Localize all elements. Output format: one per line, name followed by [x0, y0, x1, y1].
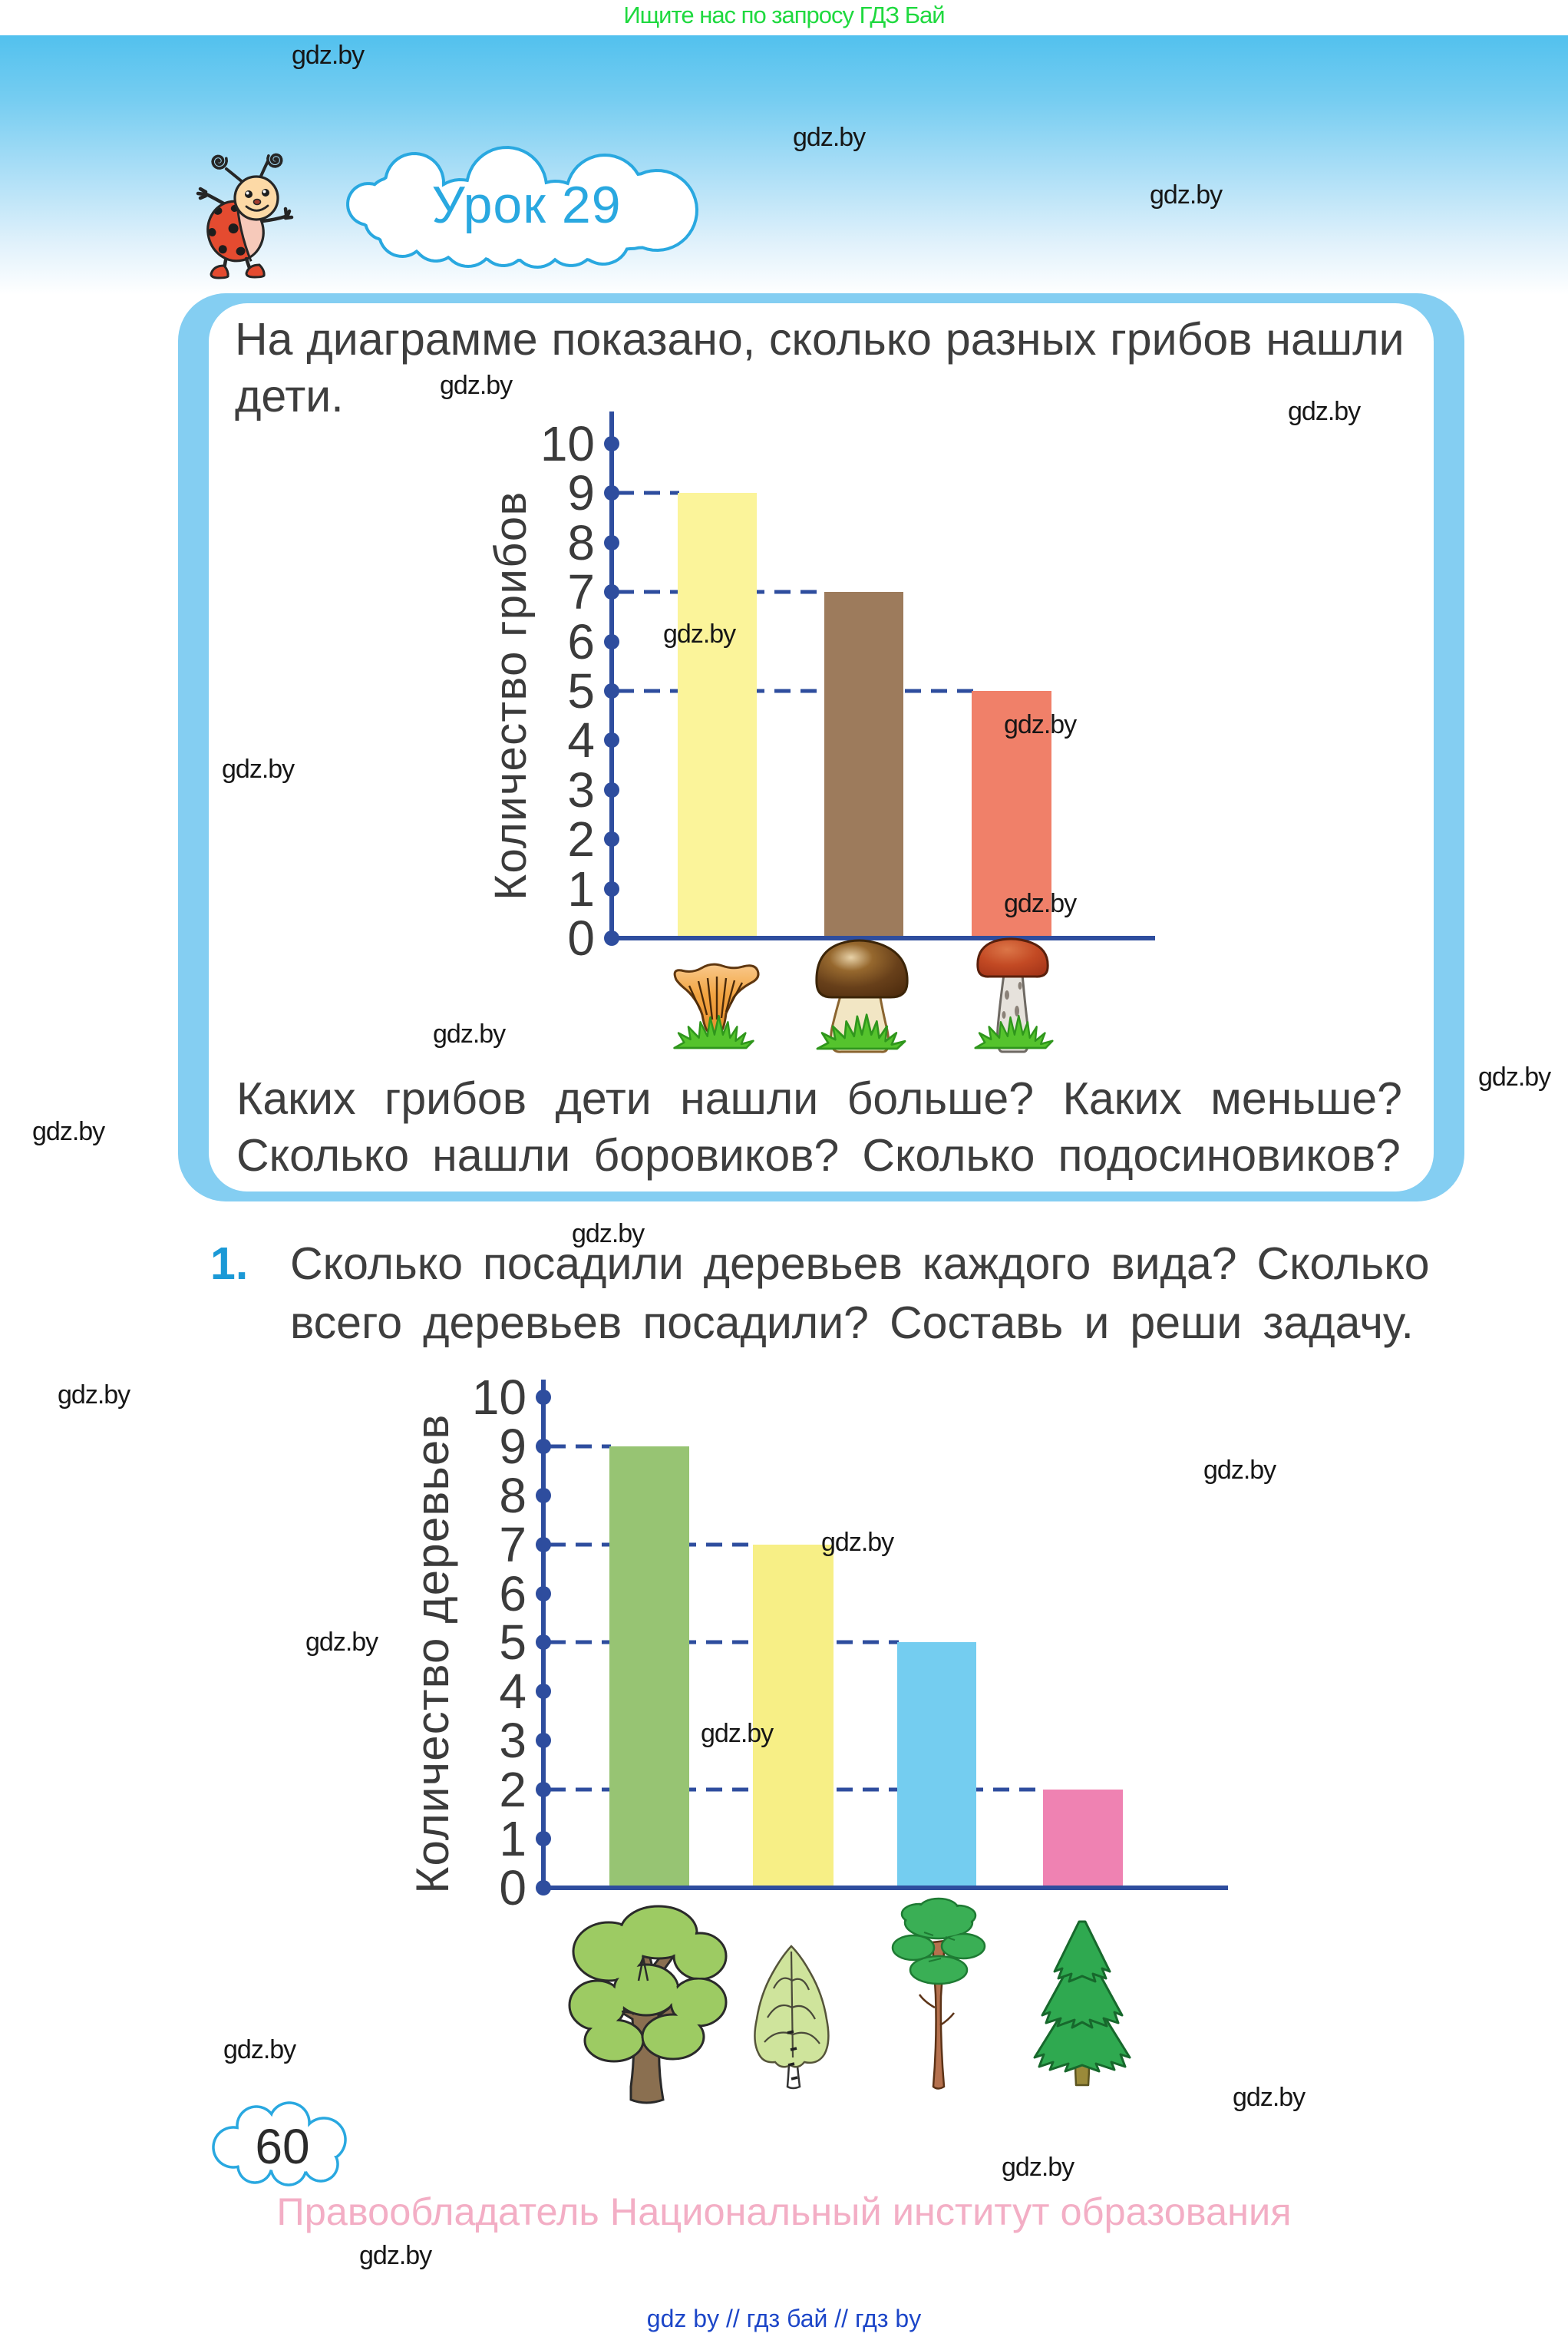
svg-text:Количество деревьев: Количество деревьев: [407, 1413, 458, 1893]
svg-text:Количество грибов: Количество грибов: [486, 491, 536, 900]
svg-text:1: 1: [567, 861, 595, 917]
svg-text:8: 8: [499, 1468, 527, 1523]
svg-text:4: 4: [499, 1664, 527, 1719]
svg-text:3: 3: [567, 762, 595, 818]
svg-text:8: 8: [567, 515, 595, 570]
svg-text:5: 5: [567, 663, 595, 719]
svg-text:1: 1: [499, 1811, 527, 1866]
svg-text:5: 5: [499, 1615, 527, 1670]
svg-text:2: 2: [499, 1762, 527, 1817]
svg-text:Урок 29: Урок 29: [431, 176, 621, 234]
svg-text:7: 7: [499, 1517, 527, 1572]
svg-text:3: 3: [499, 1713, 527, 1768]
svg-text:60: 60: [255, 2119, 309, 2174]
svg-text:0: 0: [499, 1860, 527, 1915]
svg-text:10: 10: [540, 416, 595, 471]
svg-text:6: 6: [499, 1566, 527, 1621]
svg-text:9: 9: [499, 1419, 527, 1474]
svg-text:0: 0: [567, 911, 595, 966]
svg-text:10: 10: [472, 1370, 527, 1425]
svg-text:7: 7: [567, 564, 595, 620]
svg-text:4: 4: [567, 712, 595, 768]
svg-text:2: 2: [567, 811, 595, 867]
svg-text:6: 6: [567, 614, 595, 669]
svg-text:9: 9: [567, 465, 595, 521]
